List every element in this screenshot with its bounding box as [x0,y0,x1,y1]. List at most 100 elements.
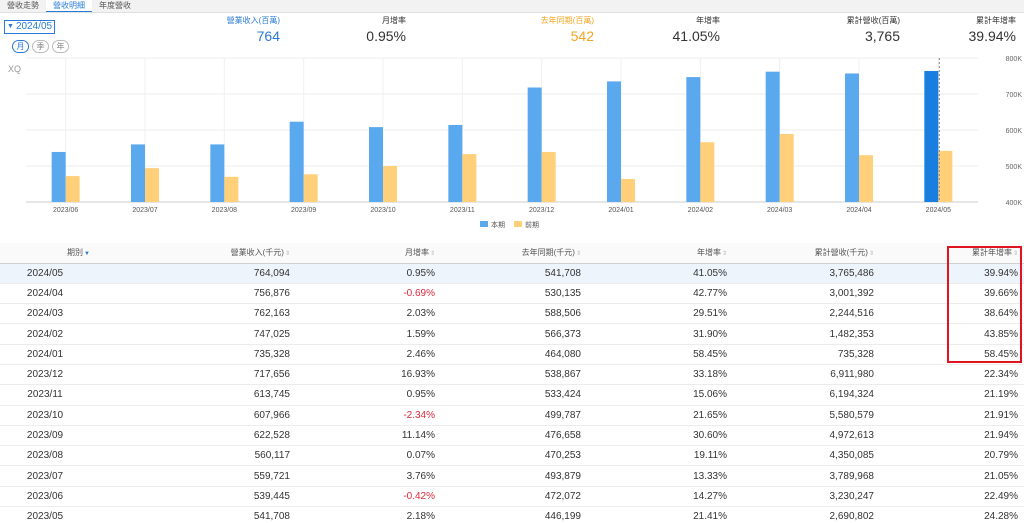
table-row[interactable]: 2024/01 735,328 2.46% 464,080 58.45% 735,328 5… [0,344,1024,365]
table-cell: 470,253 [441,445,587,467]
table-cell: 559,721 [96,465,296,487]
sort-icon: ⇕ [429,251,435,258]
table-row[interactable]: 2023/07 559,721 3.76% 493,879 13.33% 3,789,96… [0,465,1024,487]
table-cell: 2023/11 [0,384,96,406]
table-cell: 476,658 [441,425,587,447]
table-cell: 6,911,980 [733,364,880,386]
bar-current-2024-03 [765,71,780,203]
y-tick-label: 600K [1006,128,1023,135]
table-cell: 762,163 [96,303,296,325]
table-cell: 3,001,392 [733,283,880,305]
frequency-quarter-button[interactable]: 季 [32,40,49,53]
kpi-revenue-value: 764 [256,28,280,44]
table-cell: 4,972,613 [733,425,880,447]
table-cell: 21.65% [587,405,733,426]
table-cell: 1.59% [296,323,441,345]
table-cell: 756,876 [96,283,296,305]
table-cell: 530,135 [441,283,587,305]
tab-annual-revenue[interactable]: 年度營收 [99,1,131,10]
table-row[interactable]: 2024/03 762,163 2.03% 588,506 29.51% 2,244,51… [0,303,1024,325]
column-header-mom[interactable]: 月增率⇕ [296,243,441,264]
bar-current-2024-02 [686,77,701,202]
table-row[interactable]: 2023/05 541,708 2.18% 446,199 21.41% 2,690,80… [0,506,1024,523]
table-cell: 11.14% [296,425,441,447]
table-cell: 20.79% [880,445,1024,467]
bar-current-2023-06 [51,151,66,202]
tab-revenue-detail[interactable]: 營收明細 [46,0,92,12]
table-row[interactable]: 2023/12 717,656 16.93% 538,867 33.18% 6,911,9… [0,364,1024,386]
table-cell: 30.60% [587,425,733,447]
bar-previous-2024-05 [938,150,953,202]
table-cell: 39.66% [880,283,1024,305]
bar-current-2024-01 [607,81,621,202]
table-cell: 588,506 [441,303,587,325]
xq-watermark: XQ [8,64,22,74]
table-cell: 2023/08 [0,445,96,467]
table-row[interactable]: 2023/06 539,445 -0.42% 472,072 14.27% 3,230,2… [0,486,1024,508]
kpi-last-year: 去年同期(百萬) 542 [541,15,594,44]
period-select[interactable]: ▼ 2024/05 [4,20,55,34]
bar-previous-2023-07 [145,168,159,202]
kpi-revenue-label: 營業收入(百萬) [226,16,280,25]
kpi-cumulative-yoy: 累計年增率 39.94% [969,15,1016,44]
table-cell: 3,230,247 [733,486,880,508]
kpi-revenue: 營業收入(百萬) 764 [227,15,280,44]
table-cell: 6,194,324 [733,384,880,406]
table-cell: 2024/05 [0,263,96,284]
table-cell: 22.49% [880,486,1024,508]
x-tick-label: 2023/12 [529,207,554,214]
column-header-cumulative-yoy[interactable]: 累計年增率⇕ [880,243,1024,264]
table-cell: 2024/02 [0,323,96,345]
table-cell: 31.90% [587,323,733,345]
x-tick-label: 2023/06 [53,207,78,214]
table-row[interactable]: 2023/10 607,966 -2.34% 499,787 21.65% 5,580,5… [0,405,1024,426]
kpi-yoy-label: 年增率 [696,16,720,25]
table-cell: 3,789,968 [733,465,880,487]
column-header-cumulative[interactable]: 累計營收(千元)⇕ [733,243,880,264]
table-cell: 3.76% [296,465,441,487]
table-cell: 566,373 [441,323,587,345]
table-cell: 43.85% [880,323,1024,345]
table-cell: 2024/01 [0,344,96,365]
column-header-period[interactable]: 期別▼ [0,243,96,264]
table-cell: 764,094 [96,263,296,284]
legend-label-previous: 前期 [525,220,539,229]
x-tick-label: 2023/11 [450,207,475,214]
table-cell: 21.05% [880,465,1024,487]
table-cell: 42.77% [587,283,733,305]
column-header-revenue[interactable]: 營業收入(千元)⇕ [96,243,296,264]
table-cell: 2.46% [296,344,441,365]
bar-previous-2023-12 [541,151,556,202]
kpi-yoy: 年增率 41.05% [673,15,720,44]
table-cell: 735,328 [733,344,880,365]
table-row[interactable]: 2024/04 756,876 -0.69% 530,135 42.77% 3,001,3… [0,283,1024,305]
table-row[interactable]: 2023/11 613,745 0.95% 533,424 15.06% 6,194,32… [0,384,1024,406]
table-cell: 747,025 [96,323,296,345]
column-header-yoy[interactable]: 年增率⇕ [587,243,733,264]
table-row[interactable]: 2024/02 747,025 1.59% 566,373 31.90% 1,482,35… [0,323,1024,345]
tab-revenue-trend[interactable]: 營收走勢 [7,1,39,10]
table-cell: 58.45% [587,344,733,365]
kpi-mom-value: 0.95% [366,28,406,44]
kpi-cumulative-label: 累計營收(百萬) [846,16,900,25]
kpi-last-year-value: 542 [570,28,594,44]
bar-previous-2023-11 [462,154,477,202]
kpi-mom-label: 月增率 [382,16,406,25]
table-row[interactable]: 2023/09 622,528 11.14% 476,658 30.60% 4,972,6… [0,425,1024,447]
table-row[interactable]: 2024/05 764,094 0.95% 541,708 41.05% 3,765,48… [0,263,1024,284]
sort-icon: ⇕ [284,251,290,258]
bar-previous-2024-01 [621,178,635,202]
kpi-cumulative-yoy-label: 累計年增率 [976,16,1016,25]
table-cell: 541,708 [96,506,296,523]
frequency-year-button[interactable]: 年 [52,40,69,53]
column-header-last-year[interactable]: 去年同期(千元)⇕ [441,243,587,264]
table-cell: 14.27% [587,486,733,508]
table-cell: 2023/05 [0,506,96,523]
table-cell: 2023/07 [0,465,96,487]
table-cell: 16.93% [296,364,441,386]
table-row[interactable]: 2023/08 560,117 0.07% 470,253 19.11% 4,350,08… [0,445,1024,467]
table-cell: 622,528 [96,425,296,447]
bar-current-2023-07 [131,144,145,202]
frequency-month-button[interactable]: 月 [12,40,29,53]
bar-current-2023-09 [289,121,304,202]
